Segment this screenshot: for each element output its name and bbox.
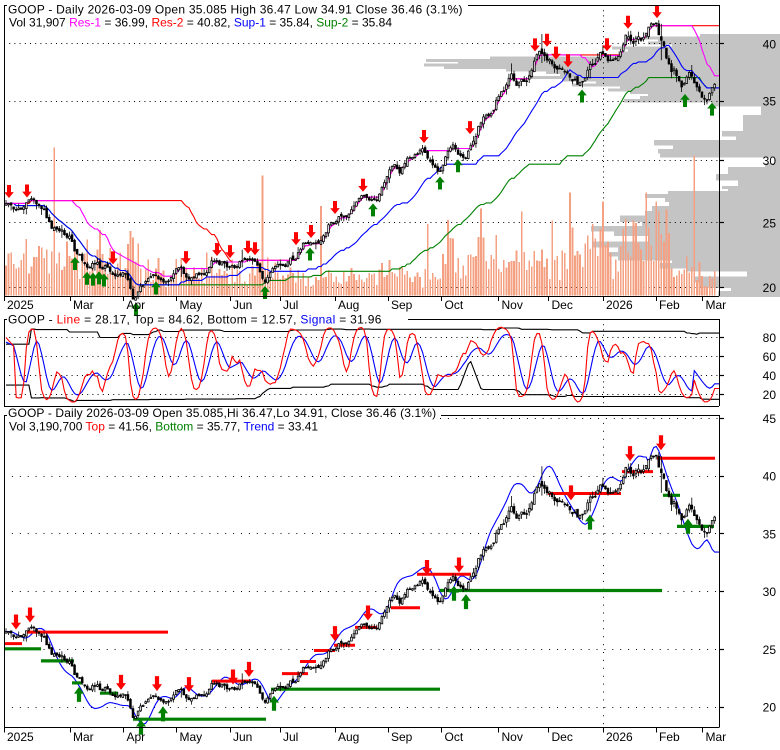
svg-text:2025: 2025 [7, 730, 34, 744]
svg-text:Aug: Aug [338, 730, 359, 744]
svg-text:Nov: Nov [502, 298, 523, 312]
svg-text:Vol 3,190,700 Top = 41.56, Bot: Vol 3,190,700 Top = 41.56, Bottom = 35.7… [9, 420, 318, 434]
svg-text:Aug: Aug [338, 298, 359, 312]
svg-text:30: 30 [763, 154, 777, 168]
svg-text:Mar: Mar [73, 298, 94, 312]
svg-text:35: 35 [763, 527, 777, 541]
svg-text:Nov: Nov [502, 730, 523, 744]
svg-text:Vol 31,907 Res-1 = 36.99, Res-: Vol 31,907 Res-1 = 36.99, Res-2 = 40.82,… [9, 16, 392, 30]
svg-text:2026: 2026 [606, 730, 633, 744]
svg-text:20: 20 [763, 281, 777, 295]
svg-text:Oct: Oct [445, 730, 464, 744]
svg-text:Jun: Jun [233, 730, 252, 744]
svg-text:Jul: Jul [283, 298, 298, 312]
svg-text:GOOP - Daily 2026-03-09 Open 3: GOOP - Daily 2026-03-09 Open 35.085 High… [8, 3, 463, 17]
svg-text:May: May [180, 730, 203, 744]
svg-text:Sep: Sep [391, 298, 413, 312]
svg-text:Jun: Jun [233, 298, 252, 312]
svg-text:GOOP - Daily 2026-03-09 Open 3: GOOP - Daily 2026-03-09 Open 35.085,Hi 3… [8, 406, 436, 420]
svg-text:Sep: Sep [391, 730, 413, 744]
svg-text:Jul: Jul [283, 730, 298, 744]
svg-text:25: 25 [763, 216, 777, 230]
svg-text:2025: 2025 [7, 298, 34, 312]
svg-text:80: 80 [763, 331, 777, 345]
svg-text:20: 20 [763, 701, 777, 715]
svg-text:20: 20 [763, 388, 777, 402]
svg-text:45: 45 [763, 412, 777, 426]
svg-text:Oct: Oct [445, 298, 464, 312]
svg-text:60: 60 [763, 350, 777, 364]
svg-text:Dec: Dec [552, 298, 573, 312]
svg-text:30: 30 [763, 585, 777, 599]
svg-text:40: 40 [763, 369, 777, 383]
svg-text:Mar: Mar [73, 730, 94, 744]
svg-text:40: 40 [763, 470, 777, 484]
svg-text:May: May [180, 298, 203, 312]
svg-text:35: 35 [763, 95, 777, 109]
svg-text:Apr: Apr [127, 730, 146, 744]
svg-text:2026: 2026 [606, 298, 633, 312]
svg-text:40: 40 [763, 37, 777, 51]
svg-text:GOOP - Line = 28.17, Top = 84.: GOOP - Line = 28.17, Top = 84.62, Bottom… [8, 313, 382, 327]
svg-text:Mar: Mar [706, 298, 727, 312]
svg-text:Mar: Mar [706, 730, 727, 744]
svg-text:Feb: Feb [659, 298, 680, 312]
svg-text:Dec: Dec [552, 730, 573, 744]
svg-text:Apr: Apr [127, 298, 146, 312]
svg-text:Feb: Feb [659, 730, 680, 744]
svg-text:25: 25 [763, 643, 777, 657]
